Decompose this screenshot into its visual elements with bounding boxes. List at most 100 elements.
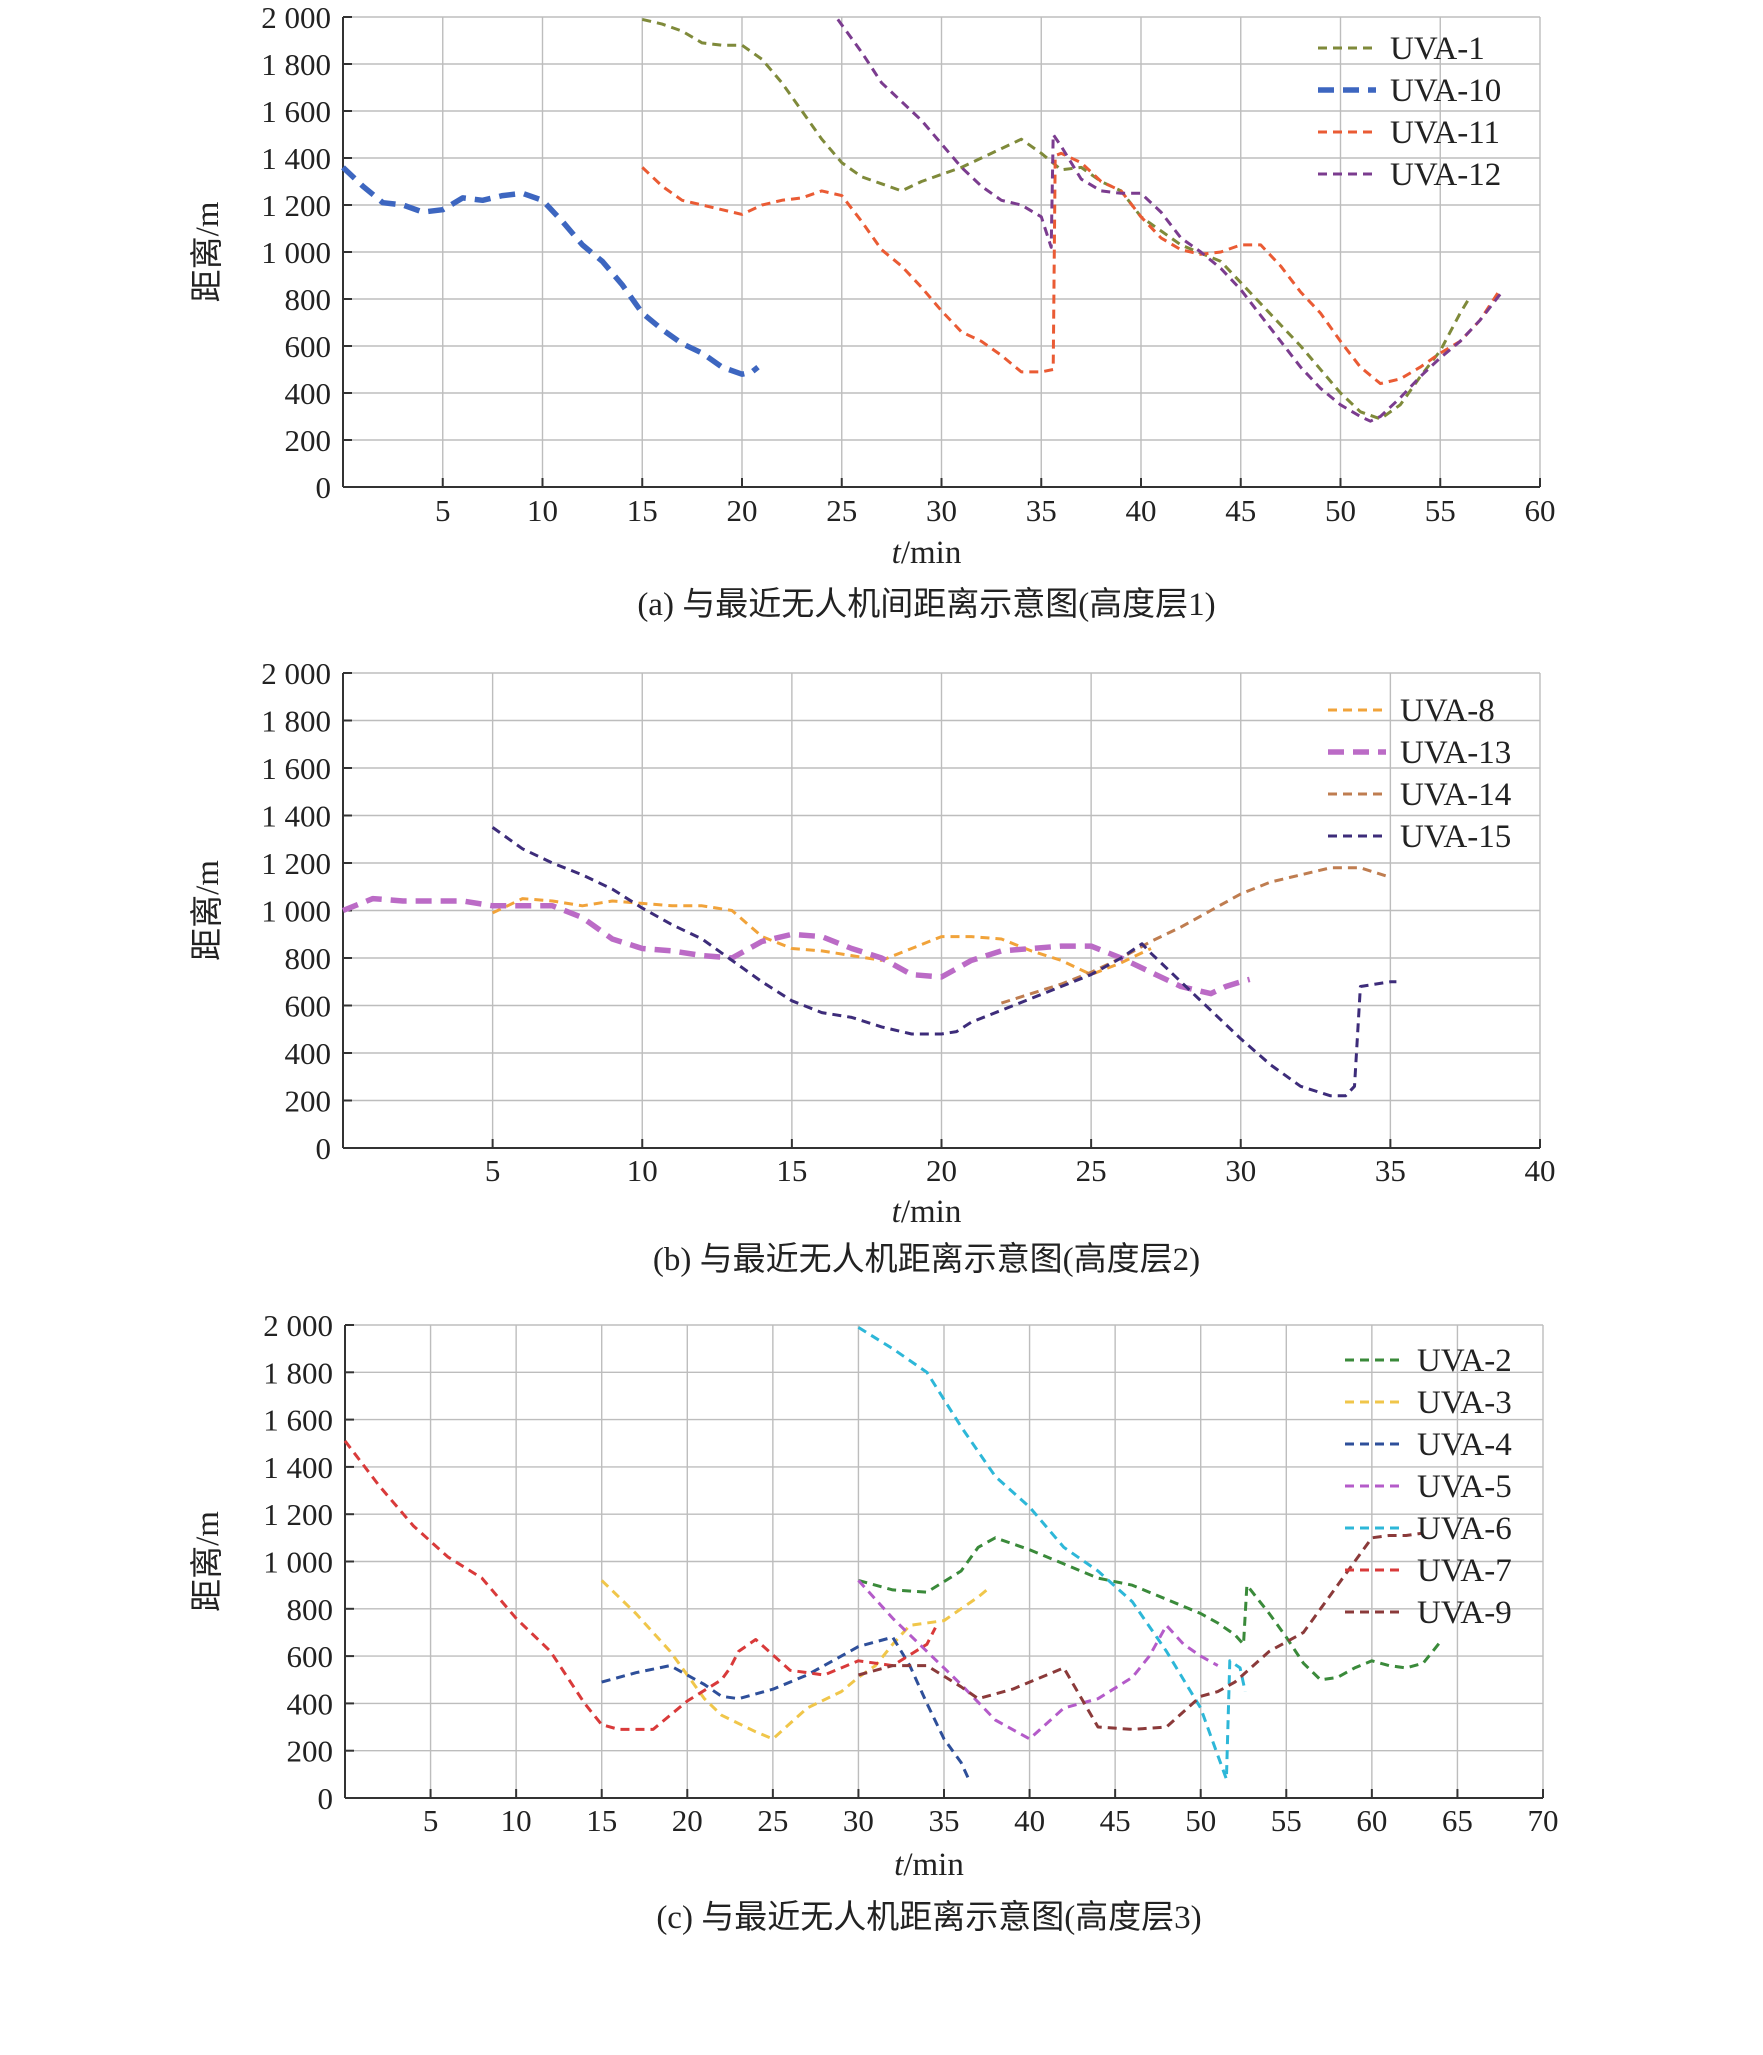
chart-caption: (a) 与最近无人机间距离示意图(高度层1): [637, 586, 1215, 623]
y-axis-label: 距离/m: [189, 201, 226, 302]
y-tick-label: 800: [287, 1592, 334, 1627]
x-tick-label: 10: [501, 1803, 532, 1838]
y-tick-label: 600: [285, 989, 332, 1024]
x-axis-label-var: t: [892, 1194, 902, 1230]
y-tick-label: 1 200: [263, 1497, 333, 1532]
legend-label: UVA-7: [1417, 1553, 1512, 1589]
chart-panel-0: 0 200 400 600 800 1 000 1 200 1 400 1 600 1 800 2 …: [189, 0, 1556, 623]
x-tick-label: 25: [1076, 1153, 1107, 1188]
legend-label: UVA-1: [1390, 31, 1485, 67]
x-tick-label: 25: [757, 1803, 788, 1838]
legend-label: UVA-11: [1390, 115, 1500, 151]
x-tick-label: 55: [1271, 1803, 1302, 1838]
x-tick-label: 15: [586, 1803, 617, 1838]
y-tick-label: 400: [287, 1686, 334, 1721]
legend-label: UVA-9: [1417, 1595, 1512, 1631]
x-tick-label: 35: [929, 1803, 960, 1838]
x-axis-label-unit: /min: [903, 1847, 964, 1883]
legend-label: UVA-4: [1417, 1427, 1512, 1463]
series-line-uva-15: [491, 826, 1397, 1098]
legend-label: UVA-5: [1417, 1469, 1512, 1505]
legend-label: UVA-15: [1400, 819, 1511, 855]
x-tick-label: 45: [1225, 493, 1256, 528]
x-tick-label: 15: [776, 1153, 807, 1188]
y-tick-label: 0: [318, 1781, 334, 1816]
y-tick-label: 1 000: [263, 1545, 333, 1580]
legend-label: UVA-6: [1417, 1511, 1512, 1547]
x-tick-label: 20: [926, 1153, 957, 1188]
x-tick-label: 50: [1185, 1803, 1216, 1838]
series-line-uva-14: [1000, 866, 1391, 1005]
x-tick-label: 10: [627, 1153, 658, 1188]
chart-caption: (b) 与最近无人机距离示意图(高度层2): [653, 1241, 1200, 1278]
series-line-uva-13: [341, 895, 1251, 997]
x-axis-label-unit: /min: [901, 535, 962, 571]
legend-label: UVA-12: [1390, 157, 1501, 193]
y-tick-label: 2 000: [261, 656, 331, 691]
x-tick-label: 40: [1525, 1153, 1556, 1188]
series-line-uva-12: [836, 18, 1502, 423]
y-tick-label: 0: [316, 470, 332, 505]
y-tick-label: 1 800: [261, 47, 331, 82]
x-tick-label: 5: [485, 1153, 501, 1188]
y-tick-label: 1 800: [261, 704, 331, 739]
series-line-uva-7: [343, 1439, 937, 1731]
x-tick-label: 5: [435, 493, 451, 528]
y-tick-label: 800: [285, 282, 332, 317]
legend-label: UVA-3: [1417, 1385, 1512, 1421]
y-tick-label: 1 000: [261, 894, 331, 929]
y-tick-label: 400: [285, 376, 332, 411]
legend: UVA-1 UVA-10 UVA-11 UVA-12: [1318, 31, 1501, 193]
x-tick-label: 30: [843, 1803, 874, 1838]
y-tick-label: 1 400: [263, 1450, 333, 1485]
x-tick-label: 25: [826, 493, 857, 528]
x-axis-label: t/min: [892, 1194, 962, 1230]
series-line-uva-3: [600, 1579, 988, 1741]
series-line-uva-11: [641, 151, 1502, 386]
x-tick-label: 10: [527, 493, 558, 528]
series-line-uva-2: [857, 1536, 1442, 1682]
x-tick-label: 70: [1528, 1803, 1559, 1838]
y-tick-label: 200: [285, 423, 332, 458]
x-axis-label-unit: /min: [901, 1194, 962, 1230]
y-axis-label: 距离/m: [189, 860, 226, 961]
legend-label: UVA-13: [1400, 735, 1511, 771]
series-line-uva-6: [857, 1326, 1247, 1781]
y-tick-label: 2 000: [261, 0, 331, 35]
x-tick-label: 60: [1356, 1803, 1387, 1838]
y-tick-label: 1 400: [261, 799, 331, 834]
y-tick-label: 400: [285, 1036, 332, 1071]
y-tick-label: 1 800: [263, 1355, 333, 1390]
legend-label: UVA-10: [1390, 73, 1501, 109]
x-tick-label: 50: [1325, 493, 1356, 528]
y-tick-label: 1 000: [261, 235, 331, 270]
x-tick-label: 60: [1525, 493, 1556, 528]
x-axis-label-var: t: [892, 535, 902, 571]
y-tick-label: 200: [287, 1734, 334, 1769]
legend-label: UVA-2: [1417, 1343, 1512, 1379]
x-tick-label: 65: [1442, 1803, 1473, 1838]
x-tick-label: 35: [1375, 1153, 1406, 1188]
y-axis-label: 距离/m: [189, 1511, 226, 1612]
y-tick-label: 1 600: [263, 1403, 333, 1438]
x-tick-label: 15: [627, 493, 658, 528]
legend: UVA-2 UVA-3 UVA-4 UVA-5 UVA-6 UVA-7 UVA-9: [1345, 1343, 1512, 1631]
x-tick-label: 20: [727, 493, 758, 528]
y-tick-label: 1 400: [261, 141, 331, 176]
legend-label: UVA-8: [1400, 693, 1495, 729]
x-tick-label: 20: [672, 1803, 703, 1838]
chart-panel-2: 0 200 400 600 800 1 000 1 200 1 400 1 600 1 800 2 …: [189, 1308, 1559, 1936]
y-tick-label: 1 200: [261, 188, 331, 223]
legend-label: UVA-14: [1400, 777, 1511, 813]
x-tick-label: 55: [1425, 493, 1456, 528]
y-tick-label: 1 200: [261, 846, 331, 881]
legend: UVA-8 UVA-13 UVA-14 UVA-15: [1328, 693, 1511, 855]
x-axis-label: t/min: [892, 535, 962, 571]
x-tick-label: 40: [1126, 493, 1157, 528]
y-tick-label: 1 600: [261, 94, 331, 129]
y-tick-label: 600: [285, 329, 332, 364]
y-tick-label: 600: [287, 1639, 334, 1674]
x-tick-label: 30: [926, 493, 957, 528]
y-tick-label: 200: [285, 1084, 332, 1119]
